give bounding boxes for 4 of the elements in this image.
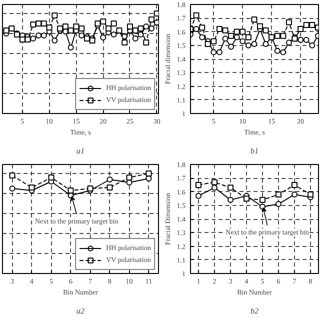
text: a2: [76, 306, 84, 316]
text: a1: [76, 146, 84, 156]
text: b1: [250, 146, 258, 156]
text: b2: [250, 306, 258, 316]
